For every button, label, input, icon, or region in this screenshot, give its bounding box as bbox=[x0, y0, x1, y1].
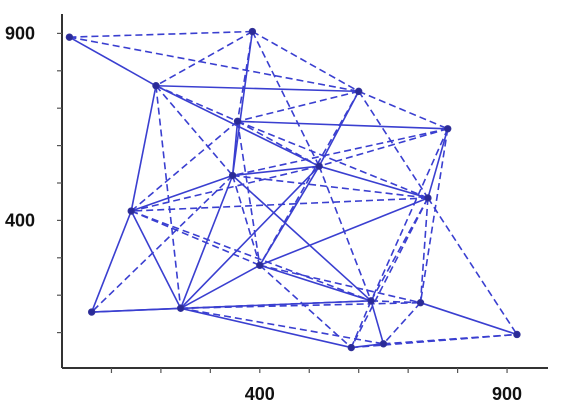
graph-edge bbox=[419, 128, 449, 303]
y-tick-label: 400 bbox=[5, 210, 35, 230]
graph-edge bbox=[180, 307, 384, 345]
graph-node bbox=[65, 33, 74, 41]
graph-edge bbox=[69, 36, 359, 93]
graph-edge bbox=[237, 120, 320, 167]
graph-edge bbox=[232, 165, 320, 177]
graph-node bbox=[256, 261, 264, 269]
graph-edge bbox=[231, 175, 261, 266]
graph-node bbox=[416, 298, 425, 307]
graph-edge bbox=[420, 301, 518, 336]
graph-edge bbox=[155, 84, 359, 93]
graph-edge bbox=[370, 197, 429, 302]
graph-edge bbox=[318, 128, 448, 167]
graph-node bbox=[355, 87, 363, 96]
graph-edge bbox=[69, 30, 253, 38]
graph-edge bbox=[237, 120, 448, 130]
graph-edge bbox=[231, 121, 239, 176]
graph-edge bbox=[231, 31, 254, 176]
graph-edge bbox=[130, 174, 233, 212]
graph-edge bbox=[358, 90, 429, 199]
graph-node bbox=[127, 207, 135, 215]
edges-layer bbox=[69, 30, 518, 349]
graph-edge bbox=[370, 128, 449, 302]
graph-edge bbox=[131, 165, 320, 212]
graph-edge bbox=[236, 121, 261, 266]
graph-edge bbox=[180, 301, 421, 310]
graph-node bbox=[513, 330, 521, 339]
graph-edge bbox=[232, 127, 448, 177]
graph-edge bbox=[237, 90, 359, 123]
graph-node bbox=[367, 297, 375, 305]
graph-edge bbox=[180, 264, 261, 309]
graph-node bbox=[379, 340, 388, 348]
graph-edge bbox=[180, 165, 320, 309]
x-tick-label: 900 bbox=[492, 384, 522, 404]
graph-edge bbox=[237, 120, 429, 199]
graph-edge bbox=[180, 300, 372, 310]
graph-node bbox=[315, 162, 323, 170]
axis-ticks bbox=[57, 32, 508, 373]
graph-edge bbox=[130, 210, 261, 267]
graph-edge bbox=[130, 210, 372, 302]
graph-edge bbox=[318, 165, 429, 199]
nodes-layer bbox=[65, 27, 521, 352]
graph-node bbox=[228, 171, 237, 180]
graph-node bbox=[347, 343, 355, 352]
graph-edge bbox=[419, 197, 429, 303]
graph-edge bbox=[259, 264, 352, 349]
graph-node bbox=[152, 82, 160, 90]
graph-edge bbox=[90, 210, 132, 313]
y-tick-label: 900 bbox=[5, 23, 35, 43]
x-tick-label: 400 bbox=[245, 384, 275, 404]
graph-edge bbox=[232, 174, 372, 302]
graph-edge bbox=[259, 264, 372, 302]
graph-edge bbox=[155, 85, 182, 309]
graph-edge bbox=[318, 165, 372, 302]
graph-node bbox=[87, 308, 96, 316]
graph-edge bbox=[130, 120, 239, 212]
graph-node bbox=[248, 27, 257, 36]
graph-edge bbox=[427, 197, 518, 335]
graph-node bbox=[424, 194, 432, 202]
graph-edge bbox=[130, 85, 157, 212]
graph-node bbox=[233, 117, 242, 125]
graph-edge bbox=[382, 302, 422, 345]
graph-edge bbox=[179, 175, 234, 309]
graph-edge bbox=[180, 307, 352, 349]
graph-node bbox=[444, 125, 452, 133]
graph-edge bbox=[358, 90, 449, 130]
tick-labels: 400 900 900 400 bbox=[5, 23, 522, 404]
graph-edge bbox=[259, 197, 429, 267]
graph-edge bbox=[155, 30, 253, 87]
graph-edge bbox=[427, 128, 449, 199]
graph-edge bbox=[383, 333, 517, 345]
graph-edge bbox=[155, 85, 234, 177]
graph-edge bbox=[350, 300, 372, 348]
graph-edge bbox=[370, 300, 385, 345]
graph-edge bbox=[232, 174, 429, 199]
graph-edge bbox=[259, 165, 320, 266]
graph-edge bbox=[69, 36, 157, 87]
graph-edge bbox=[130, 210, 182, 309]
graph-edge bbox=[251, 31, 320, 167]
graph-edge bbox=[251, 30, 360, 93]
graph-edge bbox=[131, 197, 428, 212]
graph-node bbox=[176, 304, 185, 312]
graph-edge bbox=[371, 300, 421, 304]
graph-edge bbox=[350, 197, 429, 348]
graph-edge bbox=[259, 264, 421, 304]
